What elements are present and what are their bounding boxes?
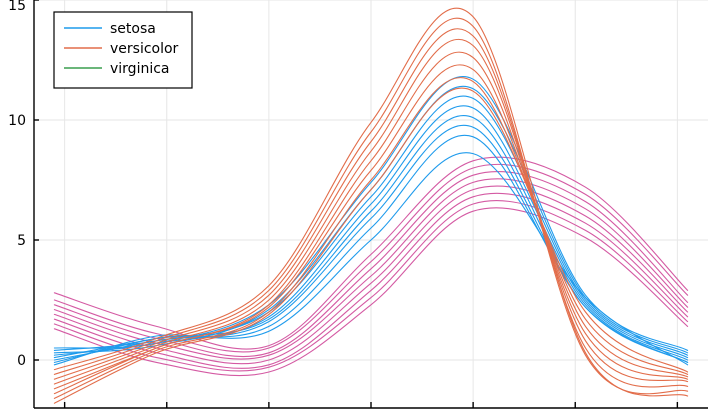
legend-label-virginica: virginica: [110, 61, 170, 77]
legend: setosa versicolor virginica: [53, 11, 193, 89]
y-tick-label: 15: [8, 0, 26, 14]
versicolor-curve-7: [53, 77, 689, 399]
y-tick-label: 10: [8, 113, 26, 129]
versicolor-curve-1: [53, 7, 689, 397]
legend-label-setosa: setosa: [110, 21, 156, 37]
axis-layer: 0 5 10 15: [8, 0, 708, 409]
y-tick-label: 5: [17, 233, 26, 249]
virginica-curve-7: [53, 200, 689, 372]
versicolor-curve-8: [53, 87, 689, 404]
y-tick-label: 0: [17, 353, 26, 369]
legend-label-versicolor: versicolor: [110, 41, 179, 57]
series-layer: [53, 7, 689, 404]
virginica-curve-1: [53, 156, 689, 350]
series-setosa: [53, 76, 689, 366]
versicolor-curve-3: [53, 28, 689, 388]
legend-box: [53, 11, 193, 89]
versicolor-curve-6: [53, 64, 689, 395]
virginica-curve-8: [53, 207, 689, 377]
series-versicolor: [53, 7, 689, 404]
setosa-curve-4: [53, 105, 689, 359]
versicolor-curve-4: [53, 38, 689, 385]
setosa-curve-8: [53, 152, 689, 366]
versicolor-curve-2: [53, 17, 689, 395]
virginica-curve-2: [53, 163, 689, 353]
setosa-curve-7: [53, 134, 689, 363]
